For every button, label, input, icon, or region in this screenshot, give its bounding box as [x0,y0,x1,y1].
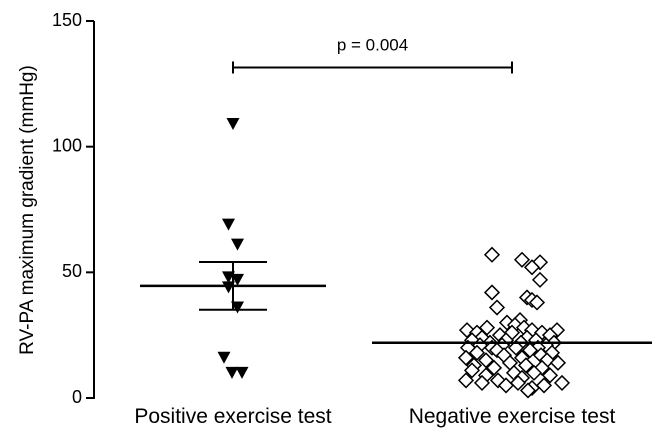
data-point-negative [541,367,559,384]
data-point-negative [517,357,535,374]
data-point-negative [468,344,486,361]
data-points [217,118,571,399]
y-tick-label: 50 [62,261,82,281]
data-point-positive [222,281,235,294]
x-category-label: Negative exercise test [409,405,616,428]
data-point-negative [528,294,546,311]
data-point-negative [497,377,515,394]
y-axis-title: RV-PA maximum gradient (mmHg) [17,65,38,355]
data-point-negative [483,284,501,301]
data-point-negative [523,259,541,276]
data-point-negative [483,246,501,263]
data-point-positive [231,301,244,314]
significance-annotation: p = 0.004 [232,35,513,74]
data-point-negative [531,271,549,288]
axes: 0 50 100 150 Positive exercise test Negative … [52,10,616,428]
y-tick-label: 0 [72,387,82,407]
data-point-positive [225,366,239,379]
data-point-positive [226,118,240,131]
data-point-negative [507,339,525,356]
mean-sem-bars [140,261,652,344]
data-point-positive [235,366,249,379]
data-point-negative [463,362,481,379]
data-point-negative [553,374,571,391]
data-point-negative [488,299,506,316]
data-point-positive [231,273,244,286]
data-point-negative [513,251,531,268]
data-point-negative [549,354,567,371]
data-point-negative [457,372,475,389]
data-point-negative [477,352,495,369]
data-point-negative [473,374,491,391]
data-point-negative [509,374,527,391]
p-value-label: p = 0.004 [337,35,408,54]
data-point-negative [485,359,503,376]
data-point-positive [217,351,231,364]
y-tick-label: 150 [52,10,82,30]
data-point-negative [525,364,543,381]
data-point-negative [535,377,553,394]
x-category-label: Positive exercise test [134,405,331,428]
data-point-negative [521,342,539,359]
data-point-negative [457,349,475,366]
data-point-negative [519,382,537,399]
y-tick-label: 100 [52,135,82,155]
data-point-positive [231,238,244,251]
data-point-positive [222,218,235,231]
